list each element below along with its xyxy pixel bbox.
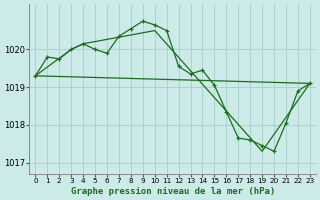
X-axis label: Graphe pression niveau de la mer (hPa): Graphe pression niveau de la mer (hPa) [70, 187, 275, 196]
